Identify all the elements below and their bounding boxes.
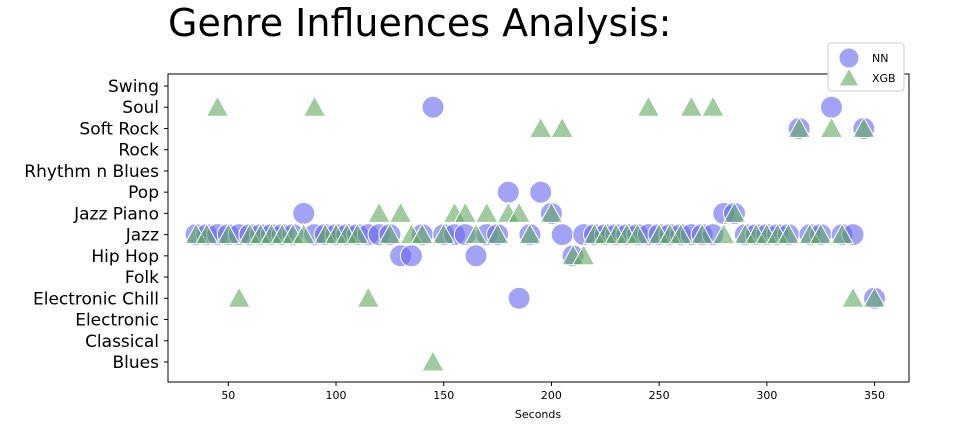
nn-point xyxy=(464,244,488,268)
legend-xgb-marker xyxy=(838,66,860,87)
xgb-point xyxy=(571,243,596,266)
xgb-point xyxy=(528,116,553,138)
xgb-point xyxy=(431,222,456,245)
xgb-point xyxy=(819,116,844,138)
nn-point xyxy=(496,180,520,204)
xgb-point xyxy=(550,116,575,138)
legend: NN XGB xyxy=(827,42,905,92)
x-tick-label-150: 150 xyxy=(433,389,454,402)
x-tick-label-50: 50 xyxy=(221,389,235,402)
x-axis: 50 100 150 200 250 300 350 xyxy=(221,382,885,402)
x-tick-label-200: 200 xyxy=(541,389,562,402)
xgb-point xyxy=(205,95,230,117)
nn-point xyxy=(399,244,423,268)
xgb-point xyxy=(388,201,413,223)
y-tick-label-swing: Swing xyxy=(108,77,159,97)
x-tick-label-350: 350 xyxy=(864,389,885,402)
xgb-point xyxy=(194,222,219,245)
y-tick-label-electronic-chill: Electronic Chill xyxy=(33,289,159,309)
xgb-point xyxy=(518,222,542,245)
xgb-point xyxy=(808,222,833,245)
chart-title: Genre Influences Analysis: xyxy=(168,1,671,45)
x-axis-label: Seconds xyxy=(515,408,561,421)
xgb-point xyxy=(722,201,747,223)
nn-point xyxy=(820,95,843,119)
nn-point xyxy=(292,201,316,225)
xgb-point xyxy=(830,222,855,245)
x-tick-label-100: 100 xyxy=(326,389,347,402)
y-tick-label-blues: Blues xyxy=(113,353,160,373)
nn-point xyxy=(507,286,531,310)
y-tick-label-jazz-piano: Jazz Piano xyxy=(73,204,159,224)
xgb-point xyxy=(464,222,488,245)
xgb-point xyxy=(841,286,865,308)
y-tick-label-soft-rock: Soft Rock xyxy=(79,119,159,139)
xgb-point xyxy=(690,222,715,245)
xgb-point xyxy=(345,222,370,245)
xgb-point xyxy=(474,201,499,223)
xgb-point xyxy=(453,201,478,223)
xgb-point xyxy=(291,222,316,245)
plot-frame xyxy=(167,73,910,383)
y-tick-label-rock: Rock xyxy=(118,141,159,161)
nn-point xyxy=(529,180,553,204)
y-tick-label-hip-hop: Hip Hop xyxy=(91,247,159,267)
xgb-point xyxy=(356,286,381,308)
xgb-point xyxy=(367,201,391,223)
xgb-point xyxy=(862,286,887,308)
xgb-point xyxy=(421,349,445,372)
legend-nn-marker xyxy=(838,47,860,69)
xgb-point xyxy=(625,222,650,245)
xgb-point xyxy=(507,201,531,223)
xgb-point xyxy=(787,116,811,138)
xgb-point xyxy=(539,201,564,223)
xgb-point xyxy=(378,222,402,245)
x-tick-label-300: 300 xyxy=(756,389,777,402)
y-tick-label-classical: Classical xyxy=(85,332,159,352)
y-tick-label-jazz: Jazz xyxy=(125,226,159,246)
xgb-point xyxy=(636,95,661,117)
xgb-point xyxy=(851,116,876,138)
legend-nn-label: NN xyxy=(872,52,888,65)
y-tick-label-pop: Pop xyxy=(128,183,159,203)
nn-point xyxy=(550,223,574,247)
xgb-point xyxy=(216,222,241,245)
xgb-point xyxy=(485,222,510,245)
xgb-point xyxy=(302,95,327,117)
legend-xgb-label: XGB xyxy=(872,72,896,85)
xgb-point xyxy=(679,95,704,117)
xgb-point xyxy=(410,222,435,245)
y-tick-label-electronic: Electronic xyxy=(75,311,159,331)
data-points xyxy=(184,95,887,372)
nn-point xyxy=(421,95,445,119)
y-tick-label-rhythm-n-blues: Rhythm n Blues xyxy=(24,162,159,182)
xgb-point xyxy=(701,95,725,117)
xgb-point xyxy=(711,222,736,245)
xgb-point xyxy=(776,222,801,245)
y-tick-label-folk: Folk xyxy=(125,268,159,288)
y-tick-label-soul: Soul xyxy=(122,98,159,118)
xgb-point xyxy=(227,286,251,308)
x-tick-label-250: 250 xyxy=(649,389,670,402)
xgb-point xyxy=(668,222,693,245)
